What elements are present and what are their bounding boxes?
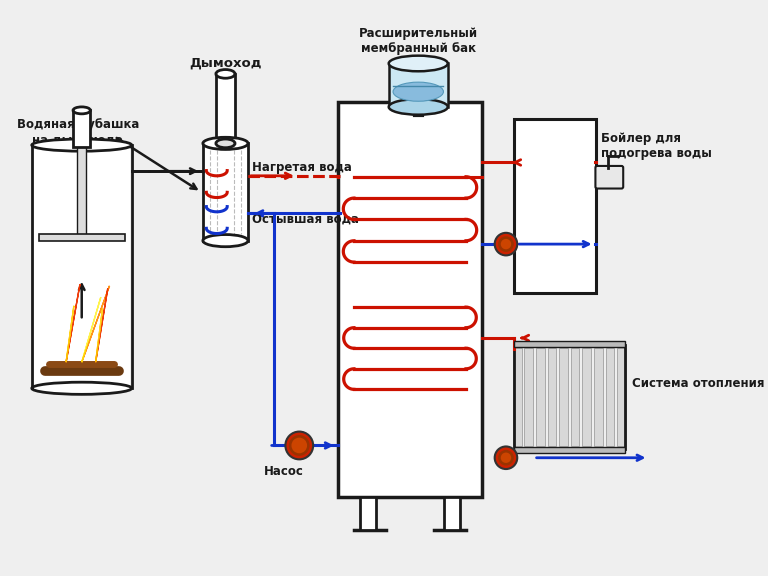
- Polygon shape: [96, 289, 108, 362]
- Bar: [594, 348, 603, 446]
- Bar: [617, 348, 626, 446]
- Polygon shape: [66, 284, 80, 362]
- Circle shape: [289, 435, 310, 456]
- Circle shape: [498, 236, 514, 252]
- Bar: [73, 111, 91, 147]
- Bar: [33, 145, 131, 388]
- Text: Остывшая вода: Остывшая вода: [251, 212, 359, 225]
- Bar: [571, 348, 580, 446]
- Bar: [548, 348, 556, 446]
- Bar: [582, 348, 591, 446]
- Polygon shape: [81, 286, 110, 362]
- Circle shape: [501, 453, 511, 463]
- Bar: [203, 143, 248, 241]
- Ellipse shape: [393, 82, 443, 101]
- Bar: [525, 348, 533, 446]
- Circle shape: [498, 450, 514, 465]
- Ellipse shape: [389, 56, 448, 71]
- Bar: [605, 348, 614, 446]
- Ellipse shape: [389, 99, 448, 115]
- Ellipse shape: [203, 137, 248, 149]
- Ellipse shape: [216, 139, 235, 147]
- Text: Бойлер для
подогрева воды: Бойлер для подогрева воды: [601, 132, 711, 160]
- Polygon shape: [66, 306, 74, 362]
- Bar: [514, 448, 625, 453]
- Bar: [216, 74, 235, 143]
- Circle shape: [501, 239, 511, 249]
- Bar: [536, 348, 545, 446]
- Bar: [38, 234, 124, 241]
- Bar: [389, 63, 448, 107]
- Ellipse shape: [73, 107, 91, 114]
- Bar: [339, 102, 482, 497]
- Bar: [559, 348, 568, 446]
- Circle shape: [292, 438, 307, 453]
- Bar: [514, 340, 625, 347]
- Circle shape: [495, 446, 518, 469]
- Text: Расширительный
мембранный бак: Расширительный мембранный бак: [359, 26, 478, 55]
- Polygon shape: [96, 308, 103, 362]
- Text: Нагретая вода: Нагретая вода: [251, 161, 352, 175]
- Text: Водяная рубашка
на дымоходе: Водяная рубашка на дымоходе: [17, 118, 139, 146]
- Bar: [78, 111, 86, 237]
- FancyBboxPatch shape: [595, 166, 623, 188]
- Bar: [445, 497, 460, 530]
- Bar: [31, 145, 131, 388]
- Bar: [513, 348, 521, 446]
- Bar: [514, 119, 596, 293]
- Ellipse shape: [216, 70, 235, 78]
- Text: Насос: Насос: [263, 465, 303, 478]
- Ellipse shape: [203, 234, 248, 247]
- Circle shape: [495, 233, 518, 255]
- Text: Система отопления: Система отопления: [632, 377, 764, 391]
- Circle shape: [286, 431, 313, 459]
- Bar: [514, 345, 625, 449]
- Ellipse shape: [31, 139, 131, 151]
- Ellipse shape: [31, 382, 131, 395]
- Text: Дымоход: Дымоход: [189, 56, 262, 70]
- Bar: [360, 497, 376, 530]
- Polygon shape: [81, 297, 101, 362]
